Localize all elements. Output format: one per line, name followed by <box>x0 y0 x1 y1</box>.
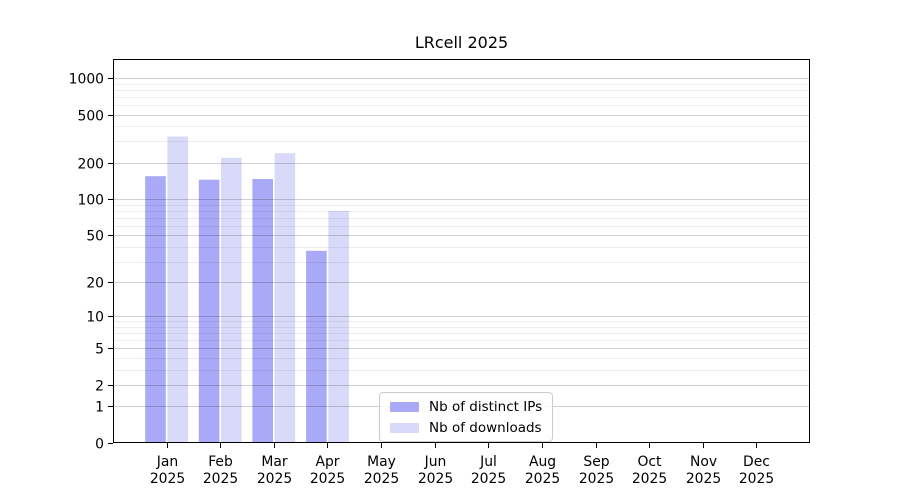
bar-apr-downloads <box>328 210 349 443</box>
bar-mar-ips <box>252 179 273 443</box>
legend-swatch-distinct-ips-icon <box>390 401 419 412</box>
legend-label-distinct-ips: Nb of distinct IPs <box>429 398 543 415</box>
y-tick-label-50: 50 <box>86 228 104 244</box>
legend-item-downloads: Nb of downloads <box>390 419 542 436</box>
y-tick-label-500: 500 <box>77 108 104 124</box>
bar-feb-downloads <box>221 157 242 444</box>
bar-feb-ips <box>198 179 220 443</box>
x-tick-label-apr: Apr 2025 <box>310 454 345 487</box>
y-tick-label-200: 200 <box>77 156 104 172</box>
bar-apr-ips <box>306 250 327 443</box>
y-tick-label-1000: 1000 <box>69 71 104 87</box>
y-tick-label-20: 20 <box>86 275 104 291</box>
bar-jan-downloads <box>167 136 188 443</box>
x-tick-label-jun: Jun 2025 <box>418 454 453 487</box>
legend-box: Nb of distinct IPs Nb of downloads <box>379 392 554 442</box>
legend-swatch-downloads-icon <box>390 422 419 433</box>
x-tick-label-dec: Dec 2025 <box>739 454 774 487</box>
y-tick-label-0: 0 <box>95 436 104 452</box>
x-tick-label-jan: Jan 2025 <box>150 454 185 487</box>
x-tick-label-jul: Jul 2025 <box>471 454 506 487</box>
x-tick-label-mar: Mar 2025 <box>257 454 292 487</box>
chart-title: LRcell 2025 <box>414 33 509 52</box>
y-tick-label-5: 5 <box>95 341 104 357</box>
y-tick-label-1: 1 <box>95 399 104 415</box>
bar-jan-ips <box>145 176 166 443</box>
legend-label-downloads: Nb of downloads <box>429 419 542 436</box>
legend-item-distinct-ips: Nb of distinct IPs <box>390 398 542 415</box>
y-tick-label-2: 2 <box>95 378 104 394</box>
plot-frame <box>113 59 810 443</box>
x-tick-label-oct: Oct 2025 <box>632 454 667 487</box>
bars-group <box>145 136 349 444</box>
x-tick-label-aug: Aug 2025 <box>525 454 560 487</box>
y-axis: 0 1 2 5 10 20 50 100 200 500 1000 <box>69 71 113 452</box>
bar-mar-downloads <box>274 153 296 443</box>
x-tick-label-feb: Feb 2025 <box>203 454 238 487</box>
x-tick-label-nov: Nov 2025 <box>686 454 721 487</box>
x-tick-label-may: May 2025 <box>364 454 399 487</box>
minor-gridlines <box>113 84 810 371</box>
x-axis: Jan 2025 Feb 2025 Mar 2025 Apr 2025 May 2025 Jun 20… <box>150 443 774 487</box>
y-tick-label-100: 100 <box>77 192 104 208</box>
y-tick-label-10: 10 <box>86 309 104 325</box>
x-tick-label-sep: Sep 2025 <box>579 454 614 487</box>
